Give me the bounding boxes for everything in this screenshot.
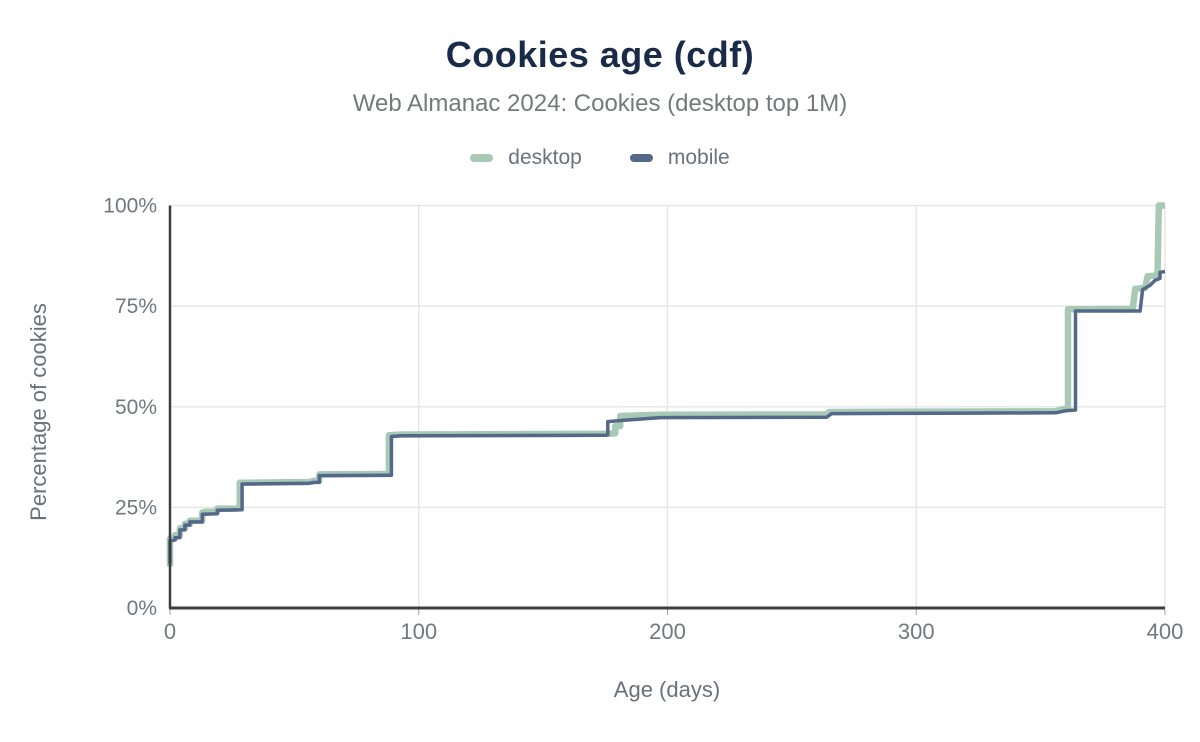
y-axis-title: Percentage of cookies [26,303,51,521]
x-tick-label: 0 [164,619,176,644]
x-tick-label: 300 [898,619,935,644]
y-tick-label: 100% [103,195,157,218]
y-tick-label: 75% [115,295,157,318]
legend-item-desktop[interactable]: desktop [470,146,582,170]
mobile-series-line [168,269,1166,564]
legend-item-mobile[interactable]: mobile [629,146,730,170]
mobile-legend-label: mobile [667,146,730,169]
mobile-legend-swatch [629,154,653,162]
x-axis-title: Age (days) [614,677,720,702]
x-tick-label: 400 [1147,619,1184,644]
chart-subtitle: Web Almanac 2024: Cookies (desktop top 1… [352,90,848,117]
y-tick-label: 25% [115,496,157,519]
y-tick-label: 50% [115,396,157,419]
desktop-legend-label: desktop [508,146,582,169]
legend: desktop mobile [0,146,1200,170]
x-tick-label: 100 [400,619,437,644]
x-tick-label: 200 [649,619,686,644]
desktop-legend-swatch [470,154,494,162]
y-tick-label: 0% [127,597,157,620]
plot-area: 0% 25% 50% 75% 100% 0 100 200 300 400 [103,195,1183,645]
chart-title: Cookies age (cdf) [445,34,755,75]
